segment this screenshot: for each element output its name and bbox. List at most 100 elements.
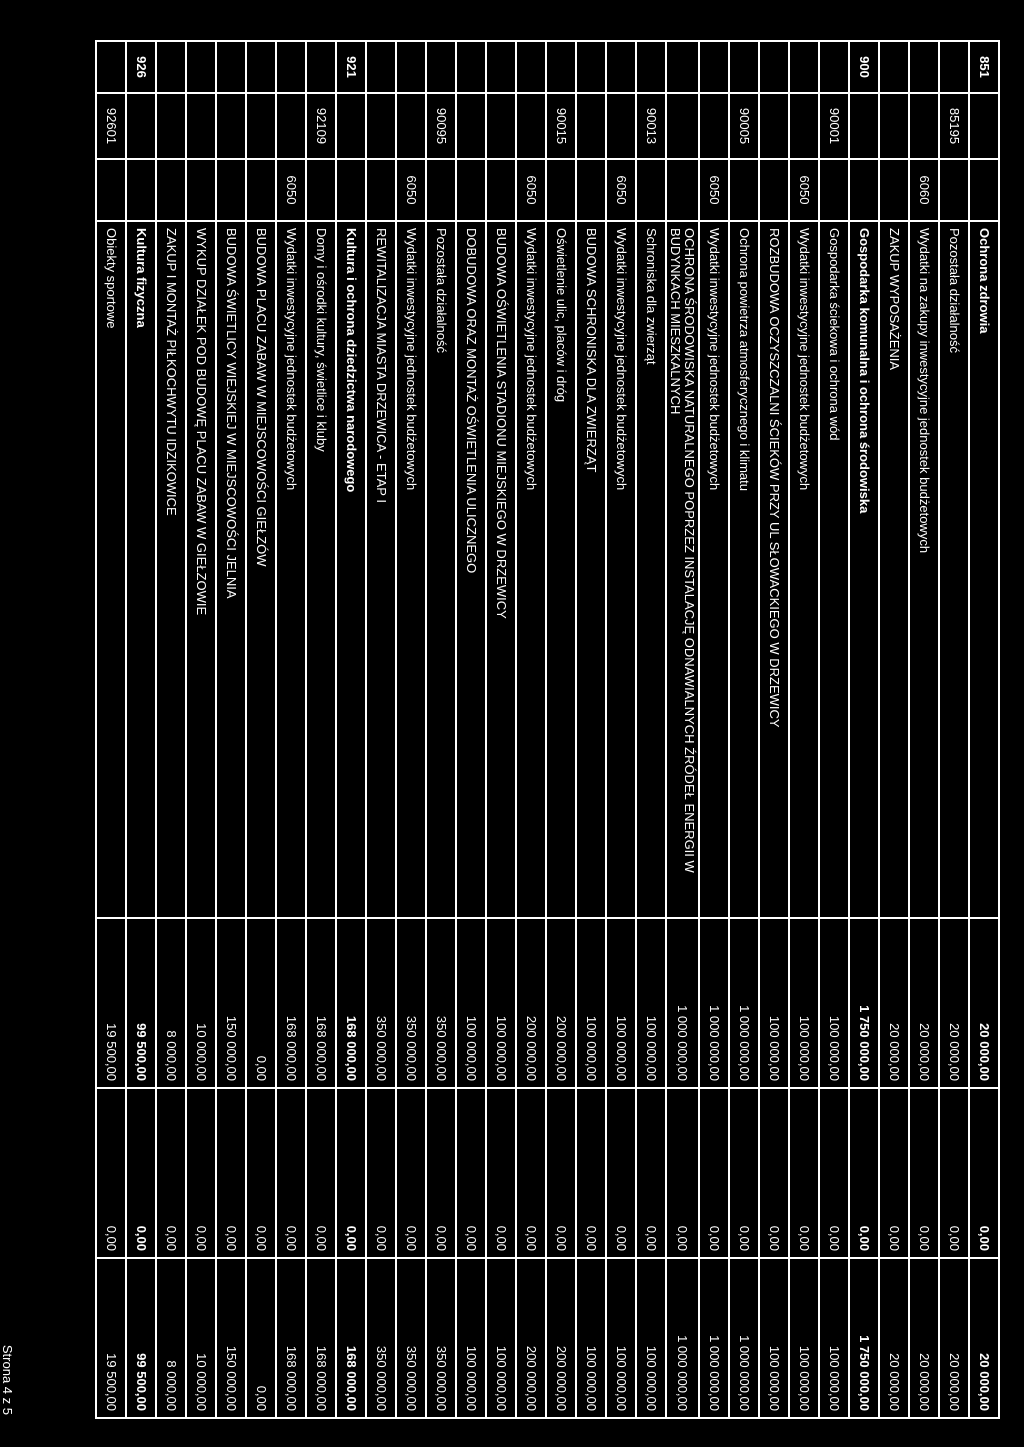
col-paragraf <box>426 159 456 221</box>
col-rozdzial: 92601 <box>96 93 126 159</box>
col-dzial <box>276 41 306 93</box>
col-dzial <box>366 41 396 93</box>
col-amount-2: 0,00 <box>246 1088 276 1258</box>
col-paragraf <box>759 159 789 221</box>
col-rozdzial: 90001 <box>819 93 849 159</box>
col-amount-3: 8 000,00 <box>156 1258 186 1418</box>
col-rozdzial <box>486 93 516 159</box>
col-rozdzial <box>849 93 879 159</box>
col-paragraf: 6050 <box>276 159 306 221</box>
col-rozdzial <box>879 93 909 159</box>
col-amount-2: 0,00 <box>276 1088 306 1258</box>
col-description: BUDOWA SCHRONISKA DLA ZWIERZĄT <box>576 221 606 918</box>
col-amount-1: 168 000,00 <box>276 918 306 1088</box>
table-row: 85195Pozostała działalność20 000,000,002… <box>939 41 969 1418</box>
col-description: ROZBUDOWA OCZYSZCZALNI ŚCIEKÓW PRZY UL S… <box>759 221 789 918</box>
col-amount-3: 20 000,00 <box>909 1258 939 1418</box>
col-paragraf <box>186 159 216 221</box>
col-paragraf: 6060 <box>909 159 939 221</box>
col-amount-2: 0,00 <box>969 1088 999 1258</box>
col-paragraf <box>486 159 516 221</box>
col-dzial <box>156 41 186 93</box>
col-description: Kultura fizyczna <box>126 221 156 918</box>
col-amount-2: 0,00 <box>216 1088 246 1258</box>
col-amount-1: 100 000,00 <box>789 918 819 1088</box>
col-rozdzial <box>186 93 216 159</box>
col-description: Gospodarka komunalna i ochrona środowisk… <box>849 221 879 918</box>
col-paragraf <box>546 159 576 221</box>
col-description: ZAKUP WYPOSAŻENIA <box>879 221 909 918</box>
col-amount-3: 168 000,00 <box>336 1258 366 1418</box>
col-description: OCHRONA ŚRODOWISKA NATURALNEGO POPRZEZ I… <box>666 221 699 918</box>
col-description: Wydatki inwestycyjne jednostek budżetowy… <box>516 221 546 918</box>
col-rozdzial <box>126 93 156 159</box>
col-amount-3: 1 000 000,00 <box>729 1258 759 1418</box>
col-amount-1: 20 000,00 <box>939 918 969 1088</box>
col-amount-3: 20 000,00 <box>879 1258 909 1418</box>
col-amount-2: 0,00 <box>156 1088 186 1258</box>
col-rozdzial <box>666 93 699 159</box>
col-amount-2: 0,00 <box>456 1088 486 1258</box>
col-dzial <box>636 41 666 93</box>
table-row: 6050Wydatki inwestycyjne jednostek budże… <box>789 41 819 1418</box>
col-amount-1: 168 000,00 <box>336 918 366 1088</box>
col-dzial <box>486 41 516 93</box>
table-row: 92601Obiekty sportowe19 500,000,0019 500… <box>96 41 126 1418</box>
col-paragraf <box>969 159 999 221</box>
col-rozdzial <box>789 93 819 159</box>
col-amount-3: 1 750 000,00 <box>849 1258 879 1418</box>
col-dzial <box>306 41 336 93</box>
budget-table: 851Ochrona zdrowia20 000,000,0020 000,00… <box>95 40 1000 1419</box>
col-amount-2: 0,00 <box>126 1088 156 1258</box>
col-amount-3: 100 000,00 <box>819 1258 849 1418</box>
col-description: Wydatki na zakupy inwestycyjne jednostek… <box>909 221 939 918</box>
col-amount-2: 0,00 <box>516 1088 546 1258</box>
col-amount-3: 19 500,00 <box>96 1258 126 1418</box>
col-amount-2: 0,00 <box>306 1088 336 1258</box>
col-description: Domy i ośrodki kultury, świetlice i klub… <box>306 221 336 918</box>
col-rozdzial <box>216 93 246 159</box>
table-row: BUDOWA ŚWIETLICY WIEJSKIEJ W MIEJSCOWOŚC… <box>216 41 246 1418</box>
col-amount-2: 0,00 <box>789 1088 819 1258</box>
col-paragraf <box>216 159 246 221</box>
table-row: 6050Wydatki inwestycyjne jednostek budże… <box>516 41 546 1418</box>
col-amount-2: 0,00 <box>426 1088 456 1258</box>
col-description: BUDOWA PLACU ZABAW W MIEJSCOWOŚCI GIEŁZÓ… <box>246 221 276 918</box>
col-amount-1: 100 000,00 <box>456 918 486 1088</box>
table-row: DOBUDOWA ORAZ MONTAŻ OŚWIETLENIA ULICZNE… <box>456 41 486 1418</box>
col-paragraf <box>96 159 126 221</box>
col-amount-3: 350 000,00 <box>396 1258 426 1418</box>
col-amount-3: 99 500,00 <box>126 1258 156 1418</box>
col-rozdzial: 90015 <box>546 93 576 159</box>
col-description: DOBUDOWA ORAZ MONTAŻ OŚWIETLENIA ULICZNE… <box>456 221 486 918</box>
col-dzial: 926 <box>126 41 156 93</box>
col-rozdzial <box>456 93 486 159</box>
col-amount-2: 0,00 <box>96 1088 126 1258</box>
col-amount-1: 350 000,00 <box>366 918 396 1088</box>
table-row: BUDOWA PLACU ZABAW W MIEJSCOWOŚCI GIEŁZÓ… <box>246 41 276 1418</box>
table-row: 6050Wydatki inwestycyjne jednostek budże… <box>606 41 636 1418</box>
col-amount-1: 1 000 000,00 <box>729 918 759 1088</box>
col-paragraf <box>246 159 276 221</box>
col-amount-3: 1 000 000,00 <box>666 1258 699 1418</box>
col-amount-3: 20 000,00 <box>969 1258 999 1418</box>
col-dzial <box>516 41 546 93</box>
col-amount-1: 200 000,00 <box>546 918 576 1088</box>
col-paragraf: 6050 <box>606 159 636 221</box>
col-amount-3: 168 000,00 <box>276 1258 306 1418</box>
col-description: Ochrona powietrza atmosferycznego i klim… <box>729 221 759 918</box>
col-amount-3: 100 000,00 <box>486 1258 516 1418</box>
col-amount-1: 350 000,00 <box>396 918 426 1088</box>
col-paragraf: 6050 <box>396 159 426 221</box>
col-amount-3: 0,00 <box>246 1258 276 1418</box>
col-dzial <box>729 41 759 93</box>
col-description: Wydatki inwestycyjne jednostek budżetowy… <box>789 221 819 918</box>
col-amount-1: 350 000,00 <box>426 918 456 1088</box>
col-amount-3: 350 000,00 <box>426 1258 456 1418</box>
table-row: OCHRONA ŚRODOWISKA NATURALNEGO POPRZEZ I… <box>666 41 699 1418</box>
table-row: 851Ochrona zdrowia20 000,000,0020 000,00 <box>969 41 999 1418</box>
col-amount-1: 19 500,00 <box>96 918 126 1088</box>
table-row: 900Gospodarka komunalna i ochrona środow… <box>849 41 879 1418</box>
col-dzial <box>186 41 216 93</box>
col-amount-2: 0,00 <box>576 1088 606 1258</box>
